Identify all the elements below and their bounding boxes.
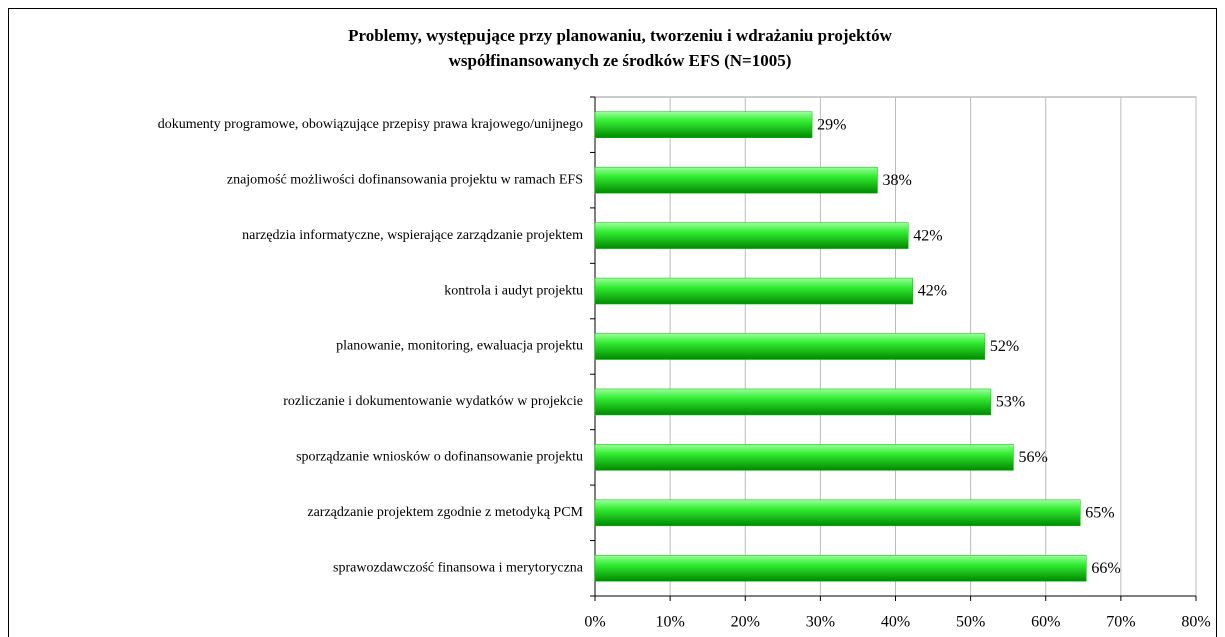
category-label: kontrola i audyt projektu [444, 283, 583, 298]
bar [594, 388, 992, 416]
category-label: planowanie, monitoring, ewaluacja projek… [336, 339, 583, 354]
x-tick-label: 20% [731, 614, 760, 631]
value-label: 56% [1018, 449, 1047, 466]
x-tick-label: 40% [881, 614, 910, 631]
bar [594, 222, 909, 249]
value-label: 42% [913, 227, 942, 244]
category-label: narzędzia informatyczne, wspierające zar… [242, 228, 583, 243]
bar [594, 444, 1014, 471]
category-label: zarządzanie projektem zgodnie z metodyką… [307, 505, 583, 520]
x-tick-label: 60% [1031, 614, 1060, 631]
value-label: 65% [1085, 505, 1114, 522]
x-tick-label: 30% [806, 614, 835, 631]
value-label: 42% [918, 283, 947, 300]
category-label: sprawozdawczość finansowa i merytoryczna [333, 560, 584, 575]
x-tick-label: 70% [1106, 614, 1135, 631]
value-label: 29% [817, 116, 846, 133]
bar [594, 111, 813, 138]
x-tick-label: 10% [655, 614, 684, 631]
bar [594, 555, 1087, 582]
bar [594, 499, 1081, 527]
value-label: 38% [882, 172, 911, 189]
value-label: 53% [996, 394, 1025, 411]
x-tick-label: 0% [584, 614, 605, 631]
category-label: sporządzanie wniosków o dofinansowanie p… [296, 450, 583, 465]
x-tick-label: 80% [1181, 614, 1210, 631]
value-label: 66% [1091, 560, 1120, 577]
value-label: 52% [990, 338, 1019, 355]
category-label: znajomość możliwości dofinansowania proj… [227, 172, 583, 187]
chart-title: współfinansowanych ze środków EFS (N=100… [449, 51, 792, 70]
category-label: dokumenty programowe, obowiązujące przep… [158, 117, 583, 132]
bar [594, 333, 986, 360]
category-label: rozliczanie i dokumentowanie wydatków w … [283, 394, 583, 409]
x-tick-label: 50% [956, 614, 985, 631]
bar [594, 277, 914, 305]
bar [594, 166, 878, 194]
chart-title: Problemy, występujące przy planowaniu, t… [348, 26, 893, 45]
